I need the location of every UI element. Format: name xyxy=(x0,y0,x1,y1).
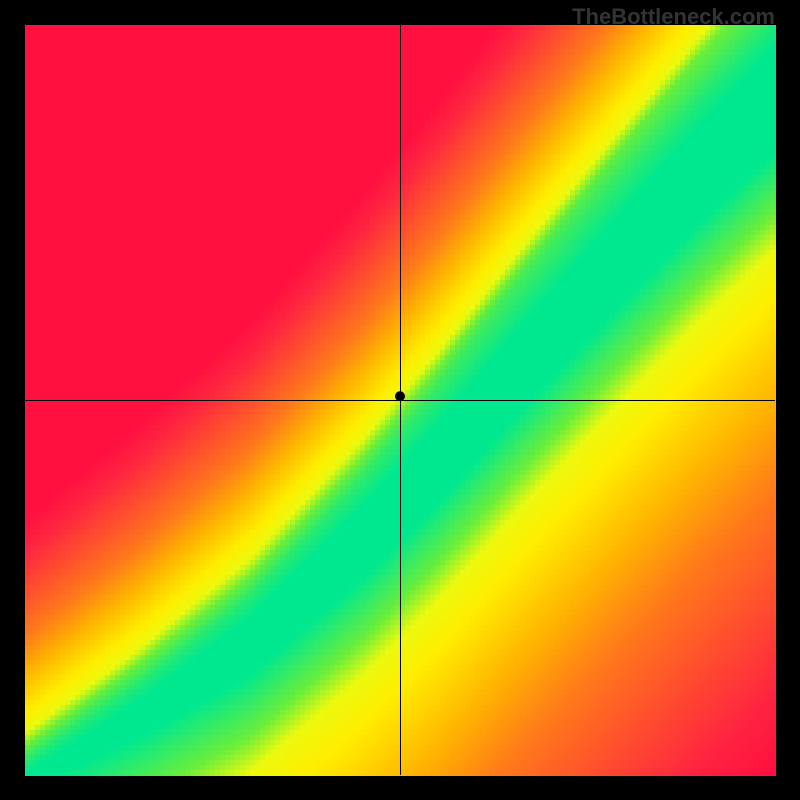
watermark-label: TheBottleneck.com xyxy=(572,4,775,30)
bottleneck-heatmap xyxy=(0,0,800,800)
chart-container: { "watermark": { "text": "TheBottleneck.… xyxy=(0,0,800,800)
